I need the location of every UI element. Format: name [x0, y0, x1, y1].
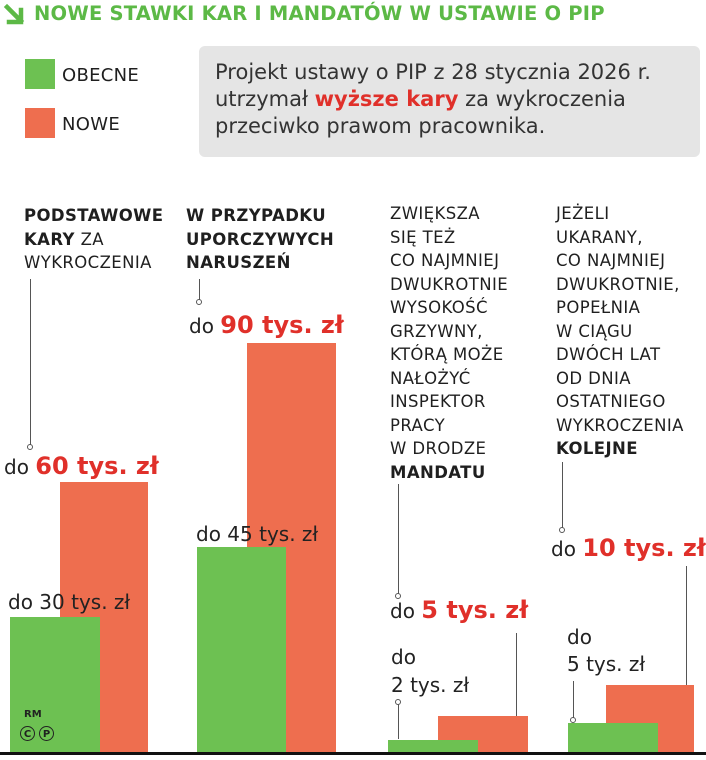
group-3-current-caption-line-1: do — [391, 645, 416, 669]
group-3-new-leader-line — [516, 633, 517, 717]
info-line-3: przeciwko prawom pracownika. — [215, 114, 546, 138]
info-text: Projekt ustawy o PIP z 28 stycznia 2026 … — [215, 59, 695, 140]
group-1-current-caption: do 30 tys. zł — [8, 590, 131, 614]
group-4-current-caption-line-1: do — [567, 625, 592, 649]
author-credit: RM — [24, 709, 42, 720]
group-1-leader-line — [30, 279, 31, 447]
group-3-current-caption-line-2: 2 tys. zł — [391, 673, 470, 697]
legend-label-current: OBECNE — [62, 65, 140, 86]
group-2-leader-line — [199, 279, 200, 301]
legend-swatch-new — [25, 108, 55, 138]
info-line-1: Projekt ustawy o PIP z 28 stycznia 2026 … — [215, 60, 651, 84]
bar-group-3-current — [388, 740, 478, 752]
group-4-description: JEŻELI UKARANY, CO NAJMNIEJ DWUKROTNIE, … — [556, 204, 684, 458]
group-3-leader-dot — [395, 593, 401, 599]
group-3-current-leader-dot — [395, 699, 401, 705]
group-1-description: PODSTAWOWE KARY ZA WYKROCZENIA — [24, 206, 164, 272]
group-3-leader-line — [398, 484, 399, 596]
group-2-description: W PRZYPADKU UPORCZYWYCH NARUSZEŃ — [186, 206, 335, 272]
group-2-leader-dot — [196, 299, 202, 305]
group-1-leader-dot — [27, 444, 33, 450]
group-4-current-leader-dot — [570, 717, 576, 723]
bar-group-4-current — [568, 723, 658, 752]
group-2-new-caption: do 90 tys. zł — [189, 311, 344, 339]
chart-title: NOWE STAWKI KAR I MANDATÓW W USTAWIE O P… — [34, 2, 605, 25]
info-highlight: wyższe kary — [314, 87, 459, 111]
publisher-icon: P — [39, 726, 54, 741]
group-4-current-caption-line-2: 5 tys. zł — [567, 652, 646, 676]
group-2-current-caption: do 45 tys. zł — [196, 522, 319, 546]
group-3-description: ZWIĘKSZA SIĘ TEŻ CO NAJMNIEJ DWUKROTNIE … — [390, 204, 509, 482]
group-4-new-caption: do 10 tys. zł — [551, 534, 706, 562]
info-line-2: utrzymał wyższe kary za wykroczenia — [215, 87, 626, 111]
group-3-new-caption: do 5 tys. zł — [390, 596, 529, 624]
group-3-current-leader-line — [398, 701, 399, 739]
bar-group-2-current — [197, 547, 286, 752]
legend-swatch-current — [25, 59, 55, 89]
copyright-icon: C — [20, 726, 35, 741]
arrow-down-right-icon — [3, 3, 25, 25]
group-4-current-leader-line — [573, 681, 574, 721]
legend-label-new: NOWE — [62, 114, 121, 135]
group-4-leader-dot — [559, 527, 565, 533]
chart-baseline — [0, 752, 706, 755]
info-box — [199, 46, 700, 157]
group-1-new-caption: do 60 tys. zł — [4, 452, 159, 480]
group-4-new-leader-line — [686, 566, 687, 686]
group-4-leader-line — [562, 462, 563, 530]
